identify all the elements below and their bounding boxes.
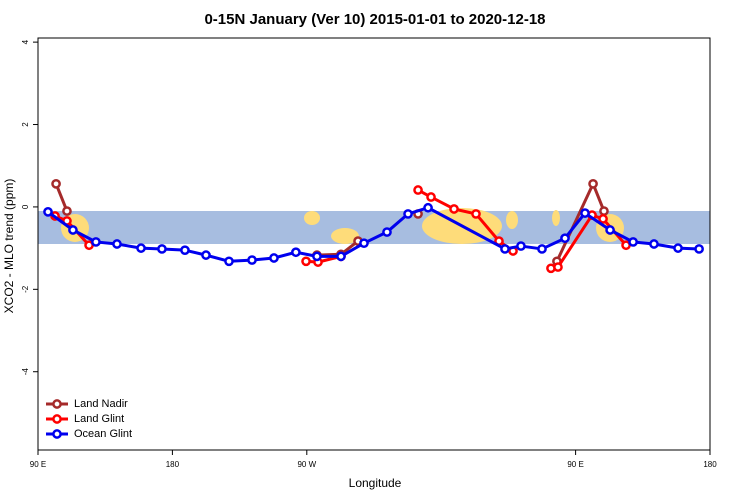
x-tick-label: 90 E (30, 460, 46, 469)
data-point (301, 256, 311, 267)
data-point (649, 239, 659, 249)
data-point (157, 244, 167, 254)
data-point (694, 244, 704, 254)
legend-marker (52, 414, 62, 424)
data-point (224, 256, 234, 267)
data-point (553, 262, 563, 272)
y-tick-label: -2 (21, 285, 30, 293)
data-point (500, 244, 510, 254)
data-point (628, 237, 638, 247)
data-point (291, 247, 301, 258)
data-point (62, 206, 72, 216)
data-point (588, 178, 598, 189)
data-point (413, 185, 423, 195)
data-point (201, 250, 211, 260)
data-point (180, 245, 190, 256)
y-axis-label: XCO2 - MLO trend (ppm) (2, 179, 16, 314)
legend-marker (52, 429, 62, 439)
data-point (51, 178, 61, 189)
data-point (336, 251, 346, 262)
y-tick-label: -4 (21, 368, 30, 376)
data-point (359, 238, 369, 249)
x-tick-label: 90 W (297, 460, 316, 469)
data-point (269, 253, 279, 263)
data-point (426, 192, 436, 202)
x-tick-label: 180 (166, 460, 180, 469)
y-tick-label: 0 (21, 204, 30, 209)
data-point (136, 243, 146, 253)
data-point (247, 255, 257, 265)
data-point (423, 202, 433, 213)
legend-label: Ocean Glint (74, 428, 132, 440)
data-point (403, 209, 413, 219)
data-point (312, 251, 322, 262)
chart-title: 0-15N January (Ver 10) 2015-01-01 to 202… (204, 11, 545, 28)
data-point (560, 233, 570, 244)
legend-label: Land Glint (74, 413, 124, 425)
data-point (112, 239, 122, 249)
x-axis-label: Longitude (349, 476, 402, 490)
y-tick-label: 2 (21, 122, 30, 127)
x-tick-label: 180 (703, 460, 717, 469)
data-point (516, 241, 526, 251)
data-point (537, 244, 547, 254)
data-point (382, 227, 392, 237)
x-tick-label: 90 E (567, 460, 583, 469)
data-point (471, 209, 481, 219)
data-point (605, 225, 615, 235)
data-point (91, 237, 101, 247)
legend-marker (52, 399, 62, 409)
y-tick-label: 4 (21, 39, 30, 44)
legend-label: Land Nadir (74, 398, 128, 410)
data-point (449, 204, 459, 214)
data-point (598, 214, 608, 224)
data-point (673, 243, 683, 253)
plot-frame (37, 37, 711, 451)
series-line (47, 206, 700, 263)
data-point (68, 225, 78, 235)
data-point (580, 208, 590, 218)
data-point (43, 207, 53, 217)
data-point (599, 206, 609, 216)
